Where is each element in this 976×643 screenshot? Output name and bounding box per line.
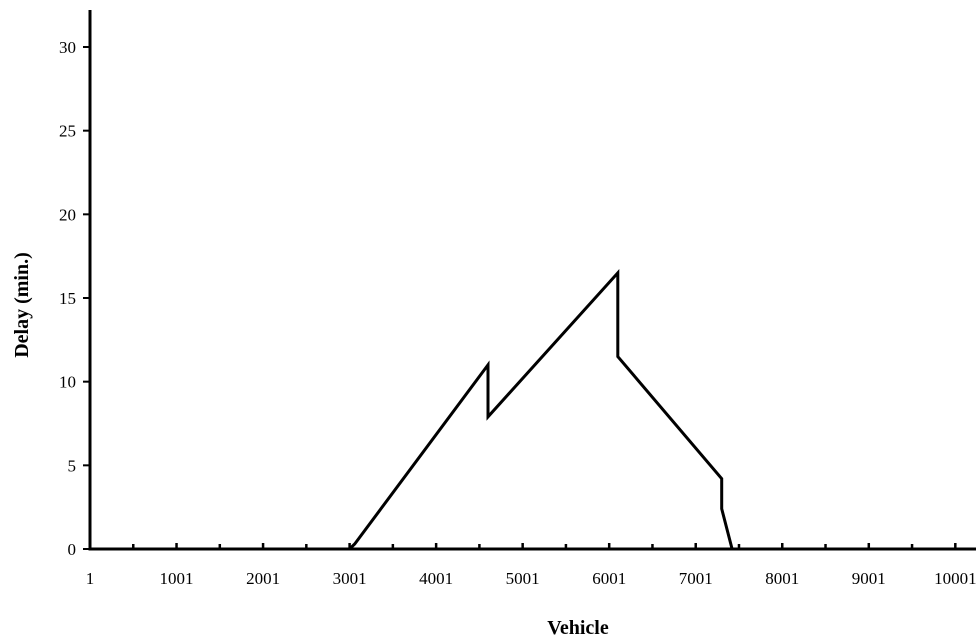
x-tick-label: 10001: [934, 569, 976, 588]
y-tick-label: 20: [59, 205, 76, 224]
y-tick-label: 5: [68, 456, 77, 475]
x-tick-label: 6001: [592, 569, 626, 588]
y-axis-ticks: 0 5 10 15 20 25 30: [59, 38, 90, 559]
x-tick-label: 1: [86, 569, 95, 588]
y-axis-title: Delay (min.): [11, 252, 33, 358]
x-tick-label: 8001: [765, 569, 799, 588]
x-tick-label: 7001: [679, 569, 713, 588]
y-tick-label: 15: [59, 289, 76, 308]
x-tick-label: 3001: [333, 569, 367, 588]
x-tick-label: 2001: [246, 569, 280, 588]
x-axis-title: Vehicle: [547, 617, 609, 639]
y-tick-label: 10: [59, 373, 76, 392]
y-tick-label: 0: [68, 540, 77, 559]
y-tick-label: 25: [59, 122, 76, 141]
x-tick-label: 1001: [160, 569, 194, 588]
x-tick-label: 4001: [419, 569, 453, 588]
x-axis-ticks: 1 1001 2001 3001 4001 5001 6001 7001 8001 9001 100…: [86, 543, 976, 588]
delay-series-line: [90, 268, 734, 551]
y-tick-label: 30: [59, 38, 76, 57]
x-tick-label: 9001: [852, 569, 886, 588]
x-tick-label: 5001: [506, 569, 540, 588]
